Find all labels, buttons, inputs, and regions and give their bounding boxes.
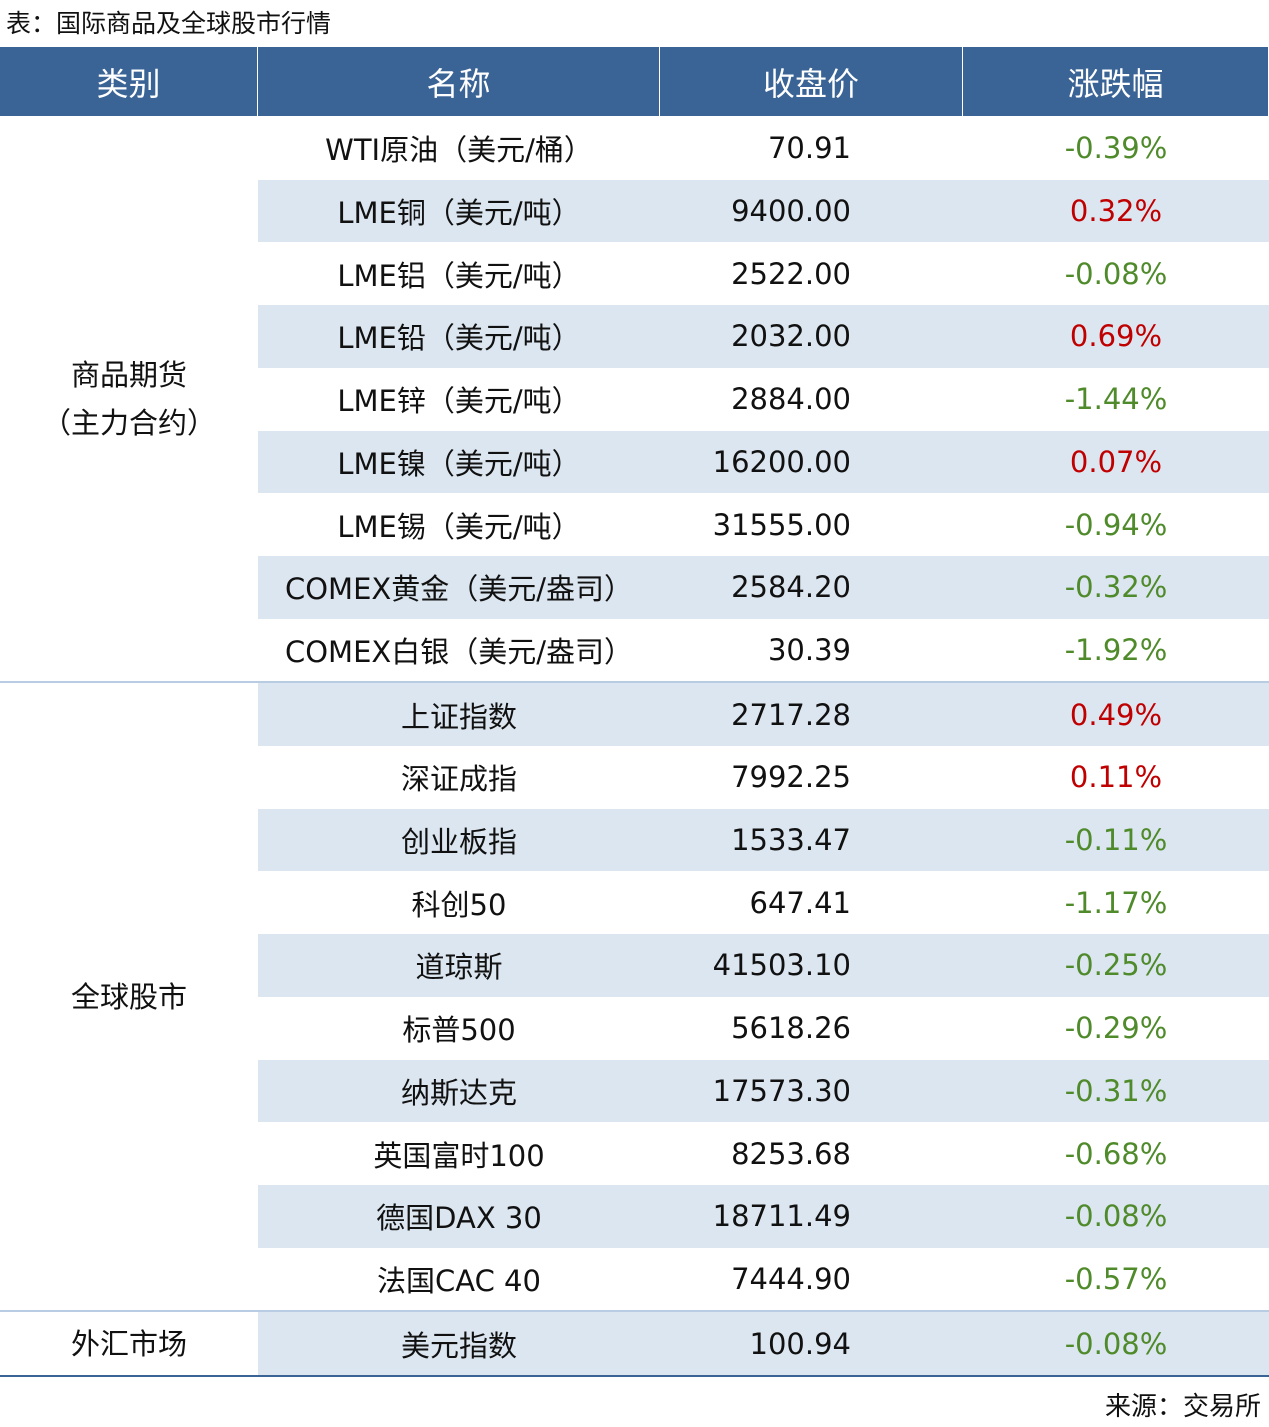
- change-cell: 0.69%: [963, 305, 1269, 368]
- change-cell: 0.49%: [963, 683, 1269, 746]
- change-cell: -0.32%: [963, 555, 1269, 619]
- category-cell: 外汇市场: [0, 1312, 258, 1375]
- change-cell: 0.11%: [1069, 760, 1163, 795]
- close-cell: 2032.00: [660, 305, 963, 368]
- header-cell: 类别: [0, 47, 258, 116]
- close-cell: 9400.00: [660, 179, 963, 243]
- close-cell: 41503.10: [660, 934, 963, 997]
- category-line: （主力合约）: [41, 406, 216, 441]
- name-cell: 道琼斯: [258, 934, 660, 997]
- category-cell: 商品期货 （主力合约）: [0, 117, 258, 681]
- name-cell: 美元指数: [258, 1312, 660, 1375]
- group-separator: [0, 1310, 1269, 1313]
- name-cell: 科创50: [411, 887, 507, 922]
- close-cell: 5618.26: [731, 1011, 851, 1046]
- change-cell: -0.11%: [963, 808, 1269, 872]
- close-cell: 7992.25: [731, 760, 851, 795]
- table-title: 表：国际商品及全球股市行情: [6, 9, 332, 38]
- table-bottom-rule: [0, 1375, 1269, 1377]
- category-line: 全球股市: [70, 979, 187, 1014]
- name-cell: 纳斯达克: [258, 1059, 660, 1123]
- close-cell: 2522.00: [731, 256, 851, 291]
- close-cell: 30.39: [767, 632, 851, 667]
- name-cell: 英国富时100: [373, 1138, 545, 1173]
- close-cell: 18711.49: [660, 1184, 963, 1248]
- change-cell: -1.44%: [1064, 382, 1168, 417]
- name-cell: LME镍（美元/吨）: [258, 430, 660, 494]
- source-note: 来源：交易所: [1104, 1392, 1261, 1422]
- close-cell: 647.41: [749, 885, 851, 920]
- change-cell: -0.08%: [1064, 256, 1168, 291]
- close-cell: 17573.30: [660, 1059, 963, 1123]
- change-cell: -0.57%: [1064, 1261, 1168, 1296]
- name-cell: 上证指数: [258, 683, 660, 746]
- change-cell: -0.29%: [1064, 1011, 1168, 1046]
- header-cell: 收盘价: [660, 47, 963, 116]
- name-cell: LME锡（美元/吨）: [337, 509, 581, 544]
- close-cell: 100.94: [660, 1312, 963, 1375]
- header-cell: 涨跌幅: [963, 47, 1269, 116]
- name-cell: COMEX白银（美元/盎司）: [284, 634, 634, 669]
- change-cell: -1.17%: [1064, 885, 1168, 920]
- name-cell: 深证成指: [400, 762, 517, 797]
- name-cell: COMEX黄金（美元/盎司）: [258, 555, 660, 619]
- category-line: 商品期货: [70, 358, 187, 393]
- close-cell: 7444.90: [731, 1261, 851, 1296]
- header-cell: 名称: [258, 47, 660, 116]
- change-cell: -0.25%: [963, 934, 1269, 997]
- group-separator: [0, 681, 1269, 684]
- name-cell: LME锌（美元/吨）: [337, 384, 581, 419]
- change-cell: 0.32%: [963, 179, 1269, 243]
- name-cell: 创业板指: [258, 808, 660, 872]
- name-cell: LME铅（美元/吨）: [258, 305, 660, 368]
- name-cell: WTI原油（美元/桶）: [325, 133, 593, 168]
- category-line: 外汇市场: [70, 1326, 187, 1361]
- close-cell: 16200.00: [660, 430, 963, 494]
- name-cell: 法国CAC 40: [377, 1263, 541, 1298]
- change-cell: -0.31%: [963, 1059, 1269, 1123]
- close-cell: 70.91: [767, 131, 851, 166]
- change-cell: -0.39%: [1064, 131, 1168, 166]
- name-cell: 标普500: [402, 1013, 516, 1048]
- change-cell: -0.08%: [963, 1312, 1269, 1375]
- close-cell: 31555.00: [712, 507, 851, 542]
- close-cell: 1533.47: [660, 808, 963, 872]
- close-cell: 2884.00: [731, 382, 851, 417]
- name-cell: LME铜（美元/吨）: [258, 179, 660, 243]
- close-cell: 2584.20: [660, 555, 963, 619]
- change-cell: -0.08%: [963, 1184, 1269, 1248]
- change-cell: -1.92%: [1064, 632, 1168, 667]
- name-cell: LME铝（美元/吨）: [337, 258, 581, 293]
- category-cell: 全球股市: [0, 683, 258, 1310]
- name-cell: 德国DAX 30: [258, 1184, 660, 1248]
- change-cell: -0.94%: [1064, 507, 1168, 542]
- change-cell: 0.07%: [963, 430, 1269, 494]
- change-cell: -0.68%: [1064, 1136, 1168, 1171]
- close-cell: 8253.68: [731, 1136, 851, 1171]
- close-cell: 2717.28: [660, 683, 963, 746]
